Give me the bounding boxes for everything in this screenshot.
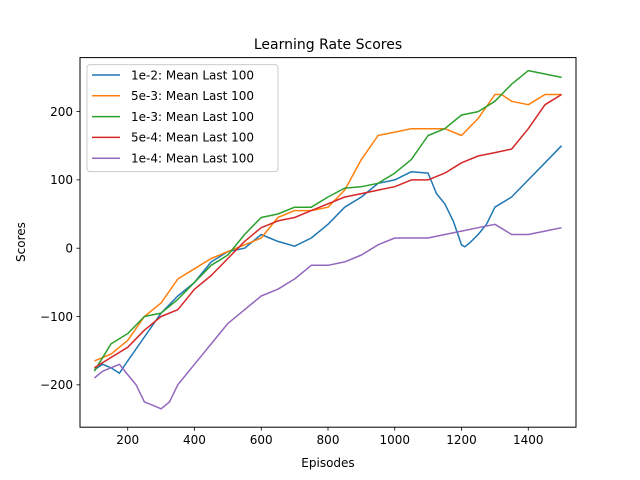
y-tick-label: 0: [65, 242, 73, 256]
y-tick-label: 100: [50, 173, 73, 187]
legend-box: [86, 64, 279, 173]
x-tick-label: 1000: [379, 433, 410, 447]
legend-label-2: 5e-3: Mean Last 100: [131, 89, 254, 103]
x-tick-label: 800: [317, 433, 340, 447]
chart-title: Learning Rate Scores: [254, 37, 402, 53]
x-tick-label: 1400: [513, 433, 544, 447]
series-line-1: [93, 145, 563, 374]
x-axis-label: Episodes: [301, 456, 354, 470]
x-tick-label: 400: [183, 433, 206, 447]
x-tick-label: 1200: [446, 433, 477, 447]
x-tick-label: 600: [250, 433, 273, 447]
legend-label-3: 1e-3: Mean Last 100: [131, 110, 254, 124]
legend-label-5: 1e-4: Mean Last 100: [131, 152, 254, 166]
x-tick-label: 200: [116, 433, 139, 447]
series-line-3: [93, 69, 562, 372]
y-axis-ticks: −200 −100 0 100 200: [40, 105, 80, 392]
plot-lines: [93, 69, 563, 410]
y-tick-label: −200: [40, 378, 73, 392]
y-tick-label: −100: [40, 310, 73, 324]
y-axis-label: Scores: [14, 222, 28, 262]
series-line-4: [94, 93, 562, 369]
legend: 1e-2: Mean Last 100 5e-3: Mean Last 100 1e…: [86, 64, 279, 173]
x-axis-ticks: 200 400 600 800 1000 1200 1400: [116, 427, 544, 447]
legend-label-4: 5e-4: Mean Last 100: [131, 131, 254, 145]
series-line-2: [94, 93, 562, 362]
y-tick-label: 200: [50, 105, 73, 119]
series-line-5: [93, 223, 562, 410]
legend-label-1: 1e-2: Mean Last 100: [131, 68, 254, 82]
